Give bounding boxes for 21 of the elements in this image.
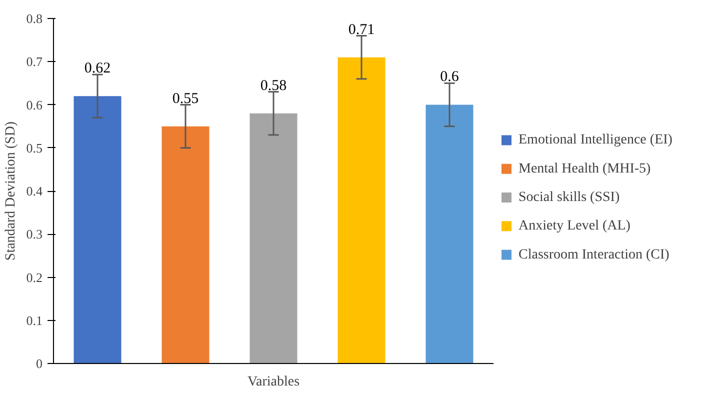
y-tick-label: 0.3 [26,226,42,242]
data-label: 0.55 [172,90,199,107]
legend-label: Social skills (SSI) [518,190,620,205]
y-tick-label: 0.2 [26,270,42,285]
y-tick-label: 0.6 [26,97,43,112]
data-label: 0.58 [260,78,287,94]
legend-label: Classroom Interaction (CI) [518,247,670,262]
x-axis-title: Variables [247,374,300,390]
y-tick-label: 0.5 [26,140,42,156]
y-tick-label: 0 [36,356,42,371]
data-label: 0.71 [348,22,375,38]
y-axis-title: Standard Deviation (SD) [3,121,18,261]
y-tick-label: 0.7 [26,54,43,70]
data-label: 0.62 [84,60,111,77]
data-label: 0.6 [440,69,460,86]
legend-label: Emotional Intelligence (EI) [518,132,673,148]
legend-label: Anxiety Level (AL) [518,218,631,234]
legend-label: Mental Health (MHI-5) [518,161,652,176]
y-tick-label: 0.1 [26,312,42,328]
y-tick-label: 0.8 [26,11,42,26]
y-tick-label: 0.4 [26,184,43,198]
